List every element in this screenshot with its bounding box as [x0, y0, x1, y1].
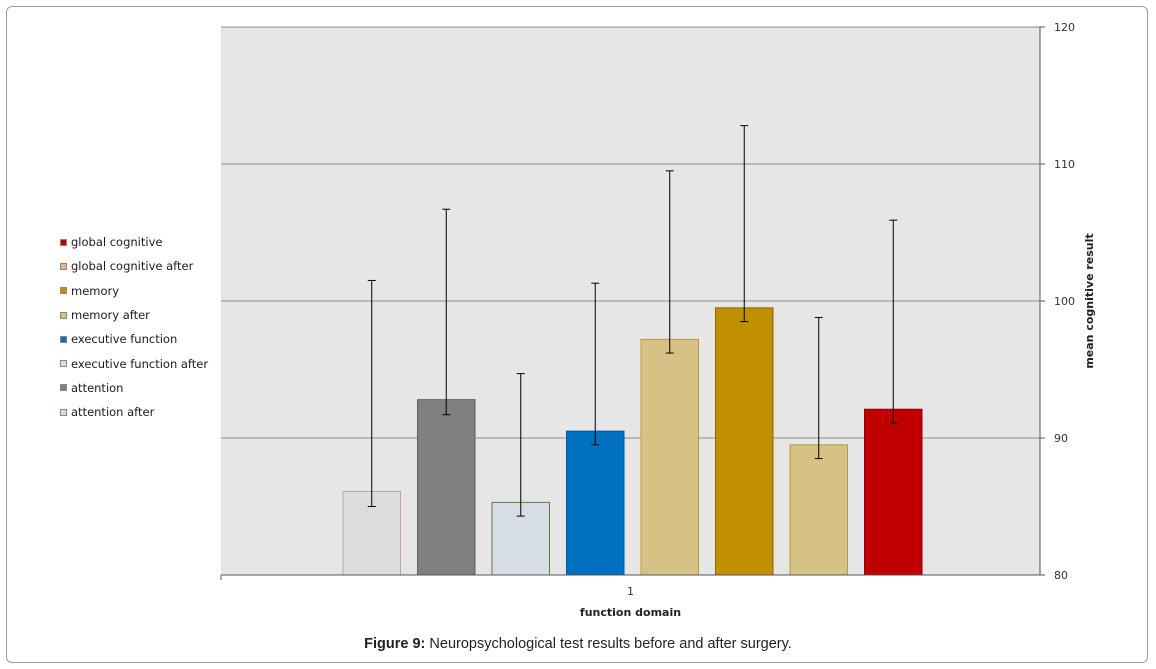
bar-global-cognitive-after: [789, 444, 848, 576]
legend-swatch: [60, 287, 67, 295]
legend-item: attention: [60, 376, 208, 400]
caption-text: Neuropsychological test results before a…: [425, 636, 792, 652]
legend-swatch: [60, 360, 67, 368]
legend-label: memory: [71, 283, 120, 298]
legend-item: executive function after: [60, 351, 208, 375]
gridlines: [221, 26, 1040, 439]
legend-swatch: [60, 408, 67, 416]
bar-memory-after: [640, 338, 699, 576]
legend-item: executive function: [60, 327, 208, 351]
bar-attention: [417, 399, 476, 576]
x-axis-label: function domain: [580, 606, 681, 619]
legend-label: attention after: [71, 405, 155, 420]
legend-label: executive function after: [71, 356, 209, 371]
y-tick-label: 120: [1054, 21, 1075, 34]
legend-swatch: [60, 384, 67, 392]
legend-item: global cognitive after: [60, 254, 208, 278]
legend-swatch: [60, 335, 67, 343]
legend-label: executive function: [71, 332, 178, 347]
x-tick-label: 1: [627, 585, 634, 598]
y-tick-label: 100: [1054, 295, 1075, 308]
figure-caption: Figure 9: Neuropsychological test result…: [0, 636, 1156, 652]
y-tick-label: 90: [1054, 432, 1068, 445]
legend-item: global cognitive: [60, 230, 208, 254]
legend-item: attention after: [60, 400, 208, 424]
legend-label: memory after: [71, 308, 150, 323]
y-tick-label: 80: [1054, 569, 1068, 582]
legend-label: global cognitive after: [71, 259, 194, 274]
legend-label: global cognitive: [71, 235, 163, 250]
y-axis-label: mean cognitive result: [1083, 233, 1096, 368]
legend-item: memory after: [60, 303, 208, 327]
axes: 80 90 100 110 120: [220, 21, 1075, 582]
legend: global cognitive global cognitive after …: [60, 230, 208, 424]
legend-swatch: [60, 311, 67, 319]
bar-memory: [715, 307, 774, 576]
legend-swatch: [60, 238, 67, 246]
bar-global-cognitive: [864, 408, 923, 576]
legend-swatch: [60, 262, 67, 270]
y-tick-label: 110: [1054, 158, 1075, 171]
bar-executive-function: [566, 430, 625, 576]
legend-label: attention: [71, 380, 124, 395]
error-bars: [367, 125, 898, 517]
caption-label: Figure 9:: [364, 636, 426, 652]
legend-item: memory: [60, 279, 208, 303]
